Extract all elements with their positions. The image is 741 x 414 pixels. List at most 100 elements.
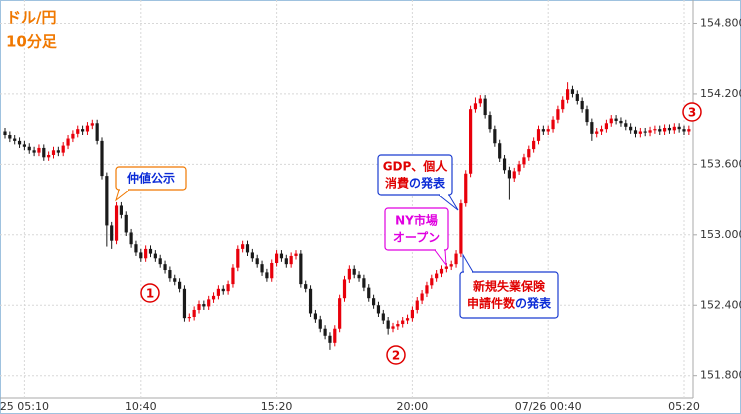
candle-body: [633, 130, 638, 134]
candle-body: [381, 313, 385, 321]
candle-body: [493, 129, 497, 144]
candle-body: [245, 244, 250, 253]
candle-body: [663, 127, 667, 132]
candle-body: [357, 274, 361, 279]
callout-segment: 申請件数: [467, 295, 516, 310]
candle-body: [522, 157, 526, 165]
x-tick-label: 15:20: [261, 400, 293, 413]
candle-body: [643, 131, 647, 133]
candle-body: [580, 100, 584, 110]
candle-body: [536, 129, 541, 141]
candle-body: [260, 264, 264, 273]
marker-circle: [140, 283, 160, 303]
candle-body: [667, 127, 672, 131]
candle-body: [624, 123, 628, 127]
candle-body: [498, 143, 502, 159]
candle-body: [163, 264, 167, 271]
y-tick-label: 154.800: [700, 16, 741, 29]
candle-body: [333, 328, 337, 343]
candle-body: [42, 147, 46, 158]
candle-body: [595, 131, 599, 134]
candle-body: [8, 135, 12, 139]
callout-segment: GDP、個人: [383, 158, 449, 173]
candle-body: [478, 98, 482, 104]
candle-body: [401, 320, 405, 325]
candle-body: [100, 140, 104, 177]
candle-body: [435, 273, 439, 279]
candle-body: [629, 126, 633, 131]
marker-label: 2: [392, 349, 400, 363]
x-tick-label: 05:20: [668, 400, 700, 413]
candle-body: [158, 258, 162, 265]
candle-body: [270, 262, 274, 279]
candle-body: [105, 176, 109, 226]
candle-body: [197, 304, 201, 310]
y-tick-label: 153.600: [700, 157, 741, 170]
candle-body: [110, 225, 114, 241]
candle-body: [32, 150, 36, 153]
candle-body: [85, 125, 90, 132]
candle-body: [372, 298, 376, 306]
y-tick-label: 154.200: [700, 87, 741, 100]
candle-body: [275, 253, 279, 263]
candle-body: [512, 171, 516, 179]
candle-body: [76, 129, 80, 134]
candle-body: [144, 248, 148, 259]
candle-body: [328, 335, 332, 343]
callout-box: [459, 271, 559, 319]
chart-title: ドル/円: [6, 9, 56, 27]
candle-body: [653, 129, 657, 131]
candle-body: [148, 248, 153, 254]
callout-box: [384, 207, 449, 251]
candle-body: [178, 281, 182, 289]
candle-body: [527, 149, 531, 158]
callout-segment: NY市場: [395, 212, 438, 227]
callout-text: 申請件数の発表: [467, 295, 552, 310]
candle-body: [17, 140, 22, 145]
candle-body: [304, 284, 308, 289]
candle-body: [119, 205, 123, 215]
candle-body: [347, 268, 351, 280]
candle-body: [352, 268, 356, 275]
candle-body: [420, 293, 424, 301]
callout-segment: の発表: [409, 175, 446, 190]
candle-body: [47, 154, 51, 158]
x-tick-label: 25 05:10: [0, 400, 49, 413]
candle-body: [566, 89, 570, 100]
candle-body: [81, 129, 85, 132]
candle-body: [541, 129, 545, 132]
candle-body: [95, 123, 99, 141]
candle-body: [294, 253, 298, 256]
candle-body: [265, 272, 269, 279]
candle-body: [362, 278, 366, 288]
candle-body: [614, 118, 618, 121]
candle-body: [502, 158, 507, 171]
callout-box: [115, 166, 187, 191]
candle-body: [546, 129, 550, 132]
candle-body: [289, 255, 293, 265]
candle-body: [464, 173, 468, 204]
candle-body: [299, 253, 303, 285]
marker-label: 3: [688, 106, 696, 120]
callout-segment: 消費: [385, 175, 409, 190]
candle-body: [231, 267, 235, 285]
candle-body: [13, 138, 17, 141]
candle-body: [677, 126, 681, 130]
candle-body: [405, 318, 410, 321]
candle-body: [51, 150, 56, 155]
candle-body: [173, 278, 177, 282]
y-tick-label: 152.400: [700, 298, 741, 311]
candle-body: [672, 126, 676, 131]
candle-body: [153, 253, 157, 259]
candle-body: [410, 309, 414, 319]
marker-circle: [386, 345, 406, 365]
candle-body: [338, 298, 342, 329]
candle-body: [202, 304, 206, 307]
candle-body: [556, 109, 560, 120]
candle-body: [658, 129, 662, 132]
candle-body: [71, 133, 75, 139]
candle-body: [532, 140, 536, 150]
candle-body: [236, 248, 240, 268]
